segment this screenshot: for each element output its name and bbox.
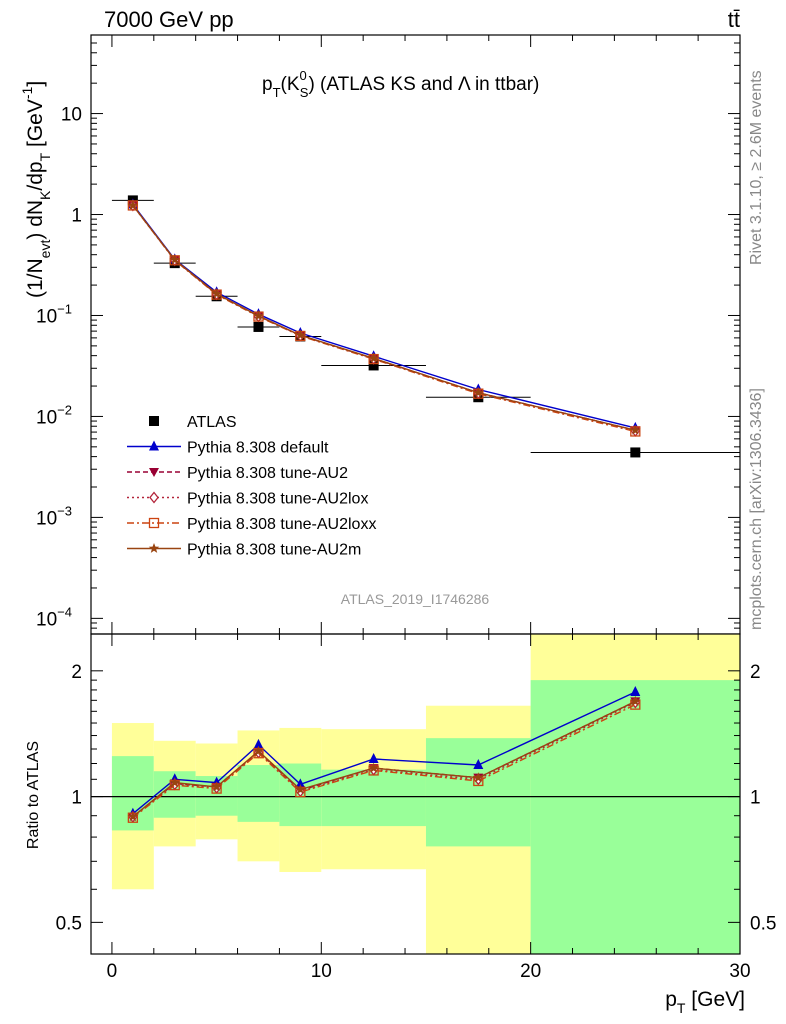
ratio-point-au2m bbox=[630, 695, 641, 706]
series-point-au2m bbox=[169, 254, 180, 265]
main-y-tick-label: 10−3 bbox=[36, 503, 72, 529]
ratio-point-au2m bbox=[127, 811, 139, 822]
legend-label-au2loxx: Pythia 8.308 tune-AU2loxx bbox=[187, 516, 376, 533]
ratio-ylabel: Ratio to ATLAS bbox=[25, 741, 42, 849]
main-y-tick-label: 10−4 bbox=[36, 604, 72, 630]
legend-marker-atlas bbox=[149, 416, 159, 426]
main-y-tick-label: 10 bbox=[61, 105, 82, 126]
ratio-point-default bbox=[253, 738, 264, 749]
series-line-au2m bbox=[132, 204, 636, 431]
ratio-band-inner bbox=[321, 769, 426, 827]
x-tick-label: 20 bbox=[520, 961, 541, 982]
ratio-y-tick-label-right: 1 bbox=[750, 788, 761, 809]
ratio-point-default bbox=[295, 778, 306, 789]
ratio-line-default bbox=[132, 691, 636, 815]
atlas-point bbox=[368, 360, 379, 371]
legend-marker-au2 bbox=[149, 468, 159, 477]
ratio-y-tick-label-right: 0.5 bbox=[750, 913, 776, 934]
series-point-au2m bbox=[295, 329, 306, 340]
legend-label-au2m: Pythia 8.308 tune-AU2m bbox=[187, 542, 361, 559]
legend-label-atlas: ATLAS bbox=[187, 414, 237, 431]
ratio-band-inner bbox=[425, 738, 531, 847]
legend-marker-au2loxx bbox=[148, 517, 160, 529]
ratio-line-au2m bbox=[132, 700, 636, 818]
ratio-y-tick-label-left: 2 bbox=[71, 662, 82, 683]
legend-marker-default bbox=[149, 440, 159, 451]
main-y-tick-label: 1 bbox=[71, 206, 82, 227]
x-tick-label: 0 bbox=[107, 961, 118, 982]
ratio-line-au2loxx bbox=[132, 703, 636, 819]
ratio-point-au2m bbox=[169, 777, 180, 788]
ratio-point-au2m bbox=[295, 784, 306, 794]
legend-label-default: Pythia 8.308 default bbox=[187, 440, 329, 457]
mcplots-label: mcplots.cern.ch [arXiv:1306.3436] bbox=[748, 388, 765, 630]
series-line-au2lox bbox=[132, 204, 636, 432]
ratio-band-inner bbox=[530, 680, 740, 954]
header-left: 7000 GeV pp bbox=[104, 7, 234, 32]
series-point-au2m bbox=[127, 199, 139, 210]
ratio-line-au2lox bbox=[132, 701, 636, 818]
legend-label-au2lox: Pythia 8.308 tune-AU2lox bbox=[187, 491, 368, 508]
header-right: tt̄ bbox=[728, 7, 740, 32]
rivet-label: Rivet 3.1.10, ≥ 2.6M events bbox=[748, 70, 765, 265]
series-point-au2m bbox=[473, 387, 484, 398]
ratio-point-default bbox=[368, 753, 379, 764]
legend-marker-au2lox bbox=[149, 491, 159, 504]
ratio-point-default bbox=[630, 685, 641, 696]
ratio-y-tick-label-right: 2 bbox=[750, 662, 761, 683]
series-point-au2m bbox=[368, 352, 379, 363]
main-y-tick-label: 10−2 bbox=[36, 402, 72, 428]
ratio-point-au2m bbox=[473, 772, 484, 783]
ratio-panel-frame bbox=[90, 633, 741, 955]
legend-marker-au2m bbox=[148, 543, 160, 553]
series-line-au2loxx bbox=[132, 204, 636, 433]
series-point-au2m bbox=[630, 424, 641, 435]
x-axis-label: pT [GeV] bbox=[665, 988, 745, 1016]
legend-label-au2: Pythia 8.308 tune-AU2 bbox=[187, 465, 348, 482]
x-tick-label: 10 bbox=[311, 961, 332, 982]
series-line-default bbox=[132, 203, 636, 429]
series-point-au2m bbox=[253, 310, 264, 321]
series-line-au2 bbox=[132, 204, 636, 431]
atlas-point bbox=[630, 447, 641, 458]
atlas-point bbox=[253, 321, 264, 332]
ratio-band-inner bbox=[237, 765, 280, 822]
ratio-point-default bbox=[473, 759, 484, 770]
ratio-point-au2m bbox=[253, 745, 264, 756]
plot-title: pT(K0 S) (ATLAS KS and Λ in ttbar) bbox=[262, 68, 539, 100]
analysis-watermark: ATLAS_2019_I1746286 bbox=[341, 591, 490, 607]
legend: ATLAS Pythia 8.308 default Pythia 8.308 tu… bbox=[127, 414, 376, 559]
ratio-y-tick-label-left: 0.5 bbox=[56, 913, 82, 934]
main-y-tick-label: 10−1 bbox=[36, 301, 72, 327]
ratio-y-tick-label-left: 1 bbox=[71, 788, 82, 809]
x-tick-label: 30 bbox=[729, 961, 750, 982]
main-ylabel: (1/Nevt) dNK/dpT [GeV-1] bbox=[19, 81, 53, 298]
ratio-point-au2m bbox=[368, 762, 379, 773]
ratio-point-au2m bbox=[211, 781, 222, 792]
series-point-au2m bbox=[211, 288, 222, 299]
